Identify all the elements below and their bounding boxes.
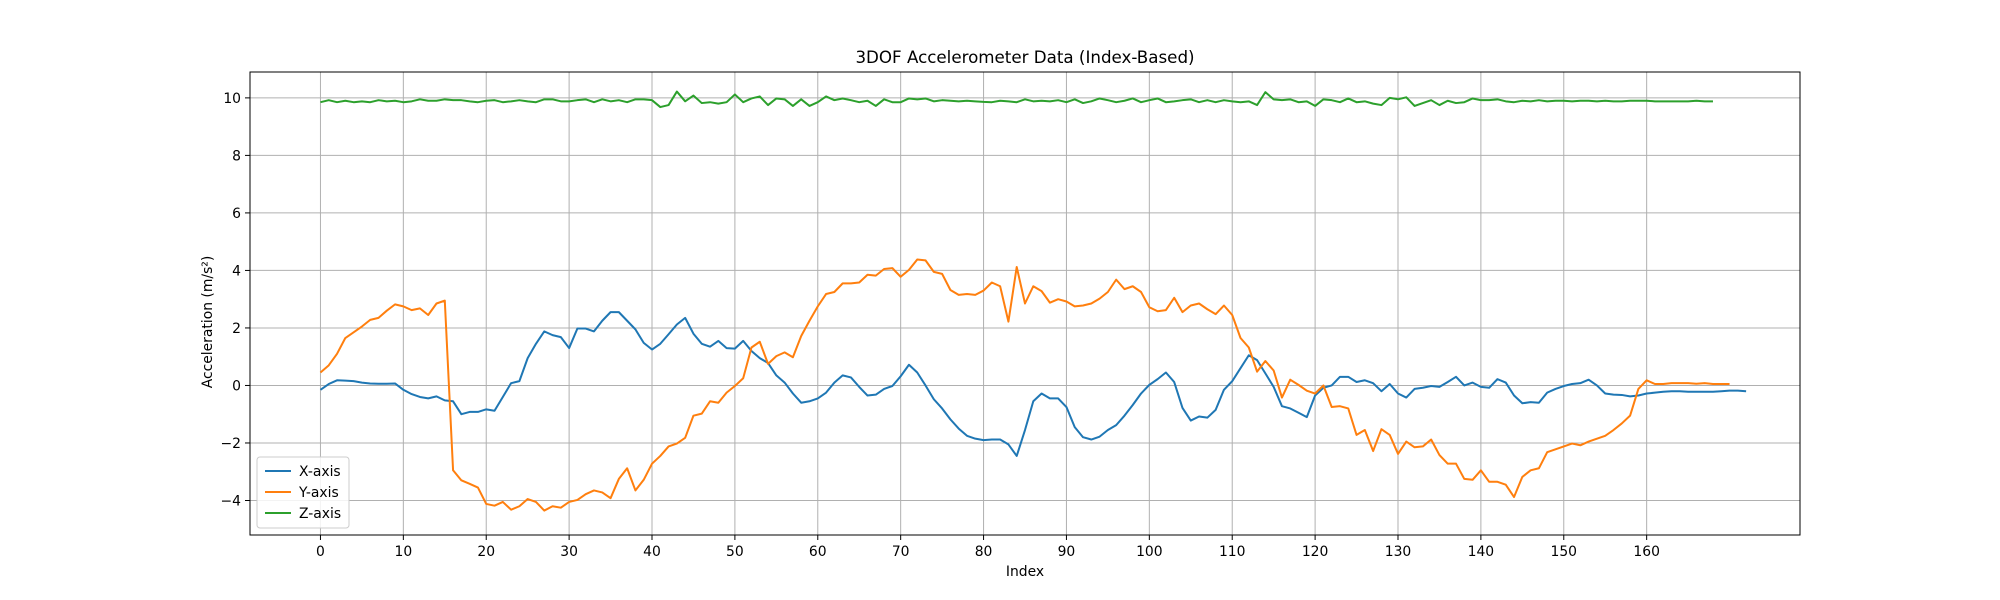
y-axis-ticks: −4 −2 0 2 4 6 8 10 bbox=[221, 91, 250, 509]
y-tick-label: 0 bbox=[232, 378, 241, 394]
y-tick-label: −4 bbox=[221, 493, 242, 509]
x-tick-label: 50 bbox=[726, 544, 744, 560]
legend-label: Z-axis bbox=[299, 506, 341, 522]
x-tick-label: 0 bbox=[316, 544, 325, 560]
chart-title: 3DOF Accelerometer Data (Index-Based) bbox=[855, 47, 1194, 67]
plot-area-frame bbox=[249, 71, 1801, 536]
y-tick-label: 4 bbox=[232, 263, 241, 279]
y-tick-label: 8 bbox=[232, 148, 241, 164]
x-tick-label: 30 bbox=[560, 544, 578, 560]
x-tick-label: 150 bbox=[1551, 544, 1578, 560]
legend-label: X-axis bbox=[299, 464, 341, 480]
x-axis-ticks: 0 10 20 30 40 50 60 70 80 90 100 110 120 130 140 150 160 bbox=[316, 535, 1660, 560]
series-line-x-axis bbox=[319, 311, 1747, 457]
x-axis-label: Index bbox=[1006, 564, 1044, 580]
legend-label: Y-axis bbox=[298, 485, 339, 501]
legend-box bbox=[256, 456, 350, 529]
x-tick-label: 70 bbox=[892, 544, 910, 560]
series-lines bbox=[319, 90, 1747, 512]
series-line-y-axis bbox=[319, 258, 1730, 512]
x-tick-label: 160 bbox=[1633, 544, 1660, 560]
x-tick-label: 100 bbox=[1136, 544, 1163, 560]
y-tick-label: 10 bbox=[223, 91, 241, 107]
y-tick-label: −2 bbox=[221, 436, 241, 452]
x-tick-label: 140 bbox=[1468, 544, 1495, 560]
x-tick-label: 130 bbox=[1385, 544, 1412, 560]
x-tick-label: 10 bbox=[394, 544, 412, 560]
grid-lines bbox=[250, 72, 1800, 535]
y-tick-label: 2 bbox=[232, 321, 241, 337]
x-tick-label: 20 bbox=[477, 544, 495, 560]
y-axis-label: Acceleration (m/s²) bbox=[200, 256, 216, 389]
x-tick-label: 90 bbox=[1058, 544, 1076, 560]
x-tick-label: 120 bbox=[1302, 544, 1329, 560]
series-line-z-axis bbox=[320, 90, 1713, 109]
x-tick-label: 40 bbox=[643, 544, 661, 560]
y-tick-label: 6 bbox=[232, 206, 241, 222]
x-tick-label: 110 bbox=[1219, 544, 1246, 560]
legend: X-axis Y-axis Z-axis bbox=[256, 456, 350, 529]
x-tick-label: 80 bbox=[975, 544, 993, 560]
x-tick-label: 60 bbox=[809, 544, 827, 560]
